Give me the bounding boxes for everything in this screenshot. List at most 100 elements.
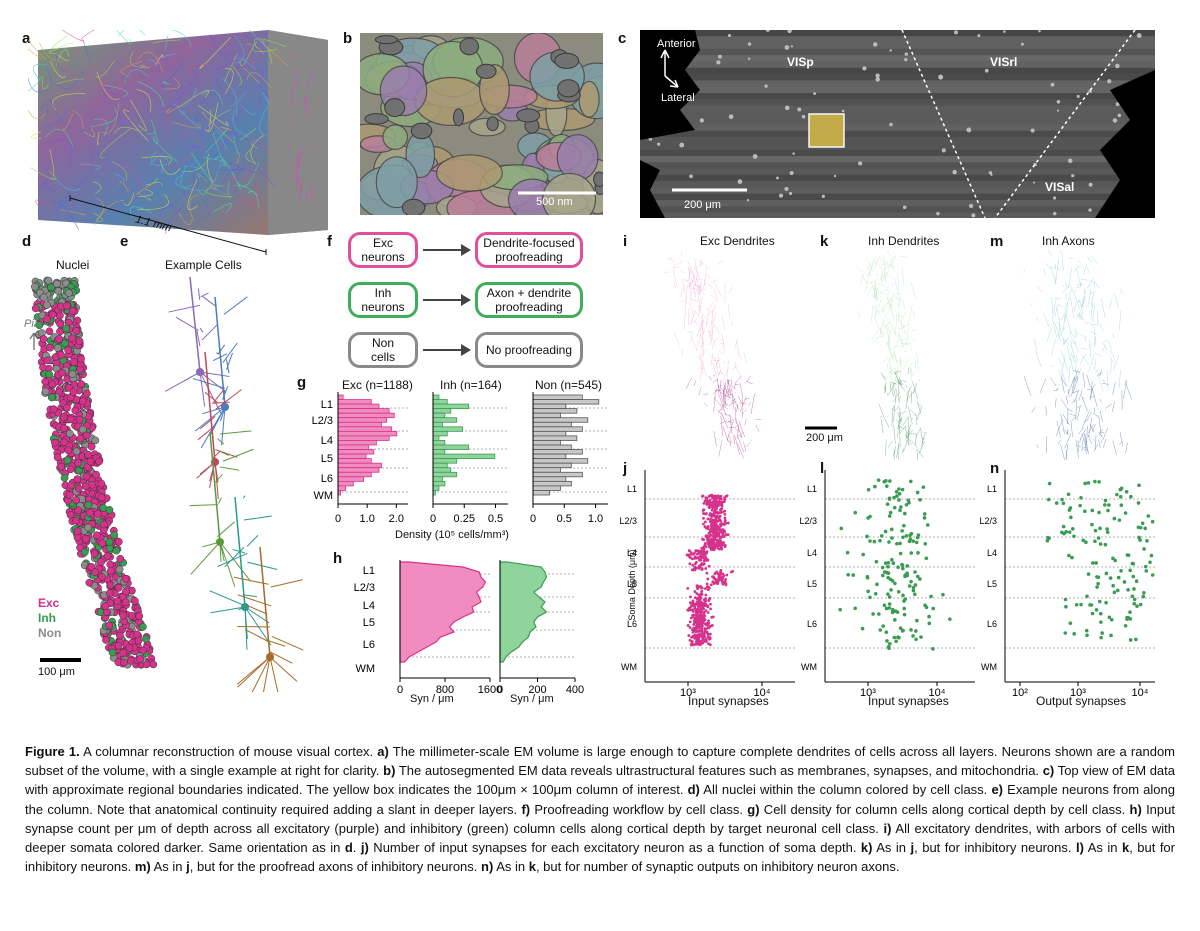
exc-nucleus	[97, 573, 106, 581]
workflow-arrow	[423, 349, 463, 351]
inh-dendrite-arbor	[897, 331, 904, 349]
scatter-tick-label: 10⁴	[929, 687, 946, 699]
caption-c-text: Top view of EM data with approximate reg…	[25, 763, 1175, 798]
g-density-bar	[532, 453, 567, 460]
inh-axon-arbor	[1052, 319, 1057, 338]
dendrite-branch	[243, 515, 272, 521]
em-section-stripe	[640, 118, 1155, 125]
basal-dendrite	[199, 371, 222, 414]
j-exc-point	[706, 517, 710, 521]
j-xlabel: Input synapses	[688, 694, 769, 708]
exc-dendrite-arbor	[690, 298, 696, 301]
exc-dendrite-arbor	[706, 307, 709, 312]
inh-axon-arbor	[1077, 260, 1082, 264]
dendrite-branch	[216, 521, 235, 538]
inh-axon-arbor	[1037, 285, 1042, 293]
n-inh-point	[1064, 604, 1068, 609]
exc-dendrite-arbor	[734, 407, 737, 424]
j-exc-point	[695, 624, 699, 627]
inh-axon-arbor	[1061, 378, 1067, 387]
exc-nucleus	[127, 611, 136, 620]
volume-strand	[215, 129, 228, 150]
volume-strand	[201, 89, 223, 105]
inh-axon-arbor	[1050, 377, 1057, 387]
n-inh-point	[1085, 594, 1089, 599]
volume-strand	[183, 160, 205, 180]
em-speckle	[938, 74, 944, 80]
em-speckle	[787, 30, 792, 34]
g-density-bar	[432, 476, 443, 482]
j-exc-point	[721, 510, 725, 514]
volume-strand	[219, 126, 232, 131]
workflow-arrow	[423, 299, 463, 301]
h-layer-label: L6	[363, 639, 375, 651]
exc-dendrite-arbor	[726, 439, 731, 444]
exc-nucleus	[56, 311, 64, 320]
exc-nucleus	[116, 631, 124, 640]
volume-strand	[136, 181, 163, 195]
l-inh-point	[865, 534, 869, 539]
scatter-layer-label: L2/3	[979, 516, 997, 526]
caption-fig-number: Figure 1.	[25, 744, 80, 759]
j-exc-point	[707, 586, 711, 590]
caption-k-label: k)	[860, 840, 873, 856]
l-inh-point	[890, 607, 895, 612]
membrane-profile	[382, 124, 409, 151]
non-nucleus	[68, 370, 77, 378]
n-inh-point	[1141, 594, 1146, 599]
j-exc-point	[706, 611, 710, 614]
exc-dendrite-arbor	[722, 389, 726, 406]
inh-axon-arbor	[1108, 353, 1110, 356]
inh-axon-arbor	[1092, 439, 1095, 441]
j-exc-point	[694, 549, 698, 553]
inh-dendrite-arbor	[891, 369, 899, 390]
inh-axon-arbor	[1067, 345, 1071, 361]
j-exc-point	[702, 611, 706, 615]
volume-strand	[91, 148, 97, 177]
exc-dendrite-arbor	[687, 330, 694, 335]
inh-axon-arbor	[1079, 437, 1081, 443]
inh-axon-arbor	[1076, 283, 1084, 286]
exc-dendrite-arbor	[685, 377, 692, 390]
example-neuron-strand	[309, 67, 312, 80]
inh-axon-arbor	[1099, 323, 1104, 332]
inh-axon-arbor	[1120, 288, 1123, 294]
j-exc-point	[725, 494, 729, 498]
n-inh-point	[1060, 497, 1064, 502]
g-density-bar	[337, 485, 347, 491]
inh-nucleus	[105, 506, 114, 514]
exc-nucleus	[31, 304, 40, 313]
l-inh-point	[881, 624, 885, 628]
inh-dendrite-arbor	[899, 379, 904, 385]
j-exc-point	[709, 520, 713, 524]
g-density-bar	[337, 421, 382, 428]
membrane-profile	[375, 156, 418, 209]
exc-dendrite-arbor	[683, 313, 686, 330]
n-inh-point	[1107, 615, 1112, 620]
em-speckle	[716, 60, 721, 65]
inh-axon-arbor	[1070, 344, 1076, 358]
j-exc-point	[702, 516, 705, 520]
em-speckle	[1052, 196, 1057, 200]
l-inh-point	[883, 561, 888, 565]
exc-nucleus	[72, 496, 80, 504]
em-speckle	[1088, 89, 1092, 94]
inh-dendrite-arbor	[920, 427, 924, 444]
em-speckle	[778, 193, 784, 198]
l-inh-point	[907, 500, 911, 505]
exc-dendrite-arbor	[730, 440, 734, 443]
inh-axon-arbor	[1076, 312, 1082, 321]
inh-axon-arbor	[1058, 327, 1066, 338]
pia-label: Pia	[24, 318, 40, 330]
exc-dendrite-arbor	[727, 359, 729, 378]
basal-dendrite	[199, 371, 206, 407]
g-xlabel: Density (10⁵ cells/mm³)	[395, 529, 509, 541]
inh-dendrite-arbor	[908, 406, 913, 425]
inh-nucleus	[45, 370, 54, 379]
caption-h-label: h)	[1129, 801, 1142, 817]
panel-d-label: d	[22, 233, 32, 250]
n-inh-point	[1098, 611, 1103, 616]
l-inh-point	[918, 577, 922, 581]
inh-axon-arbor	[1057, 440, 1061, 445]
exc-dendrite-arbor	[723, 361, 726, 365]
